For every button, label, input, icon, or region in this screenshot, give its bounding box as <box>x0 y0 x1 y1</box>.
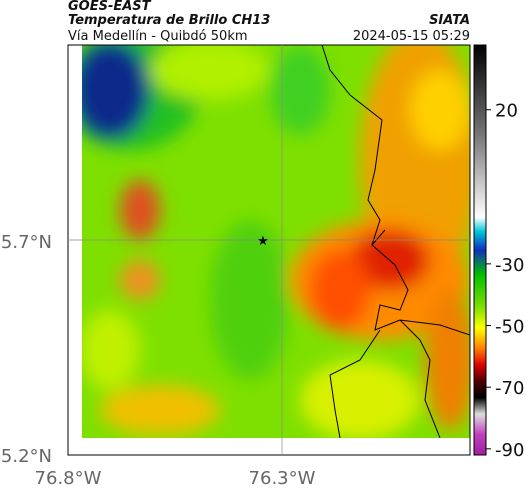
colorbar-tick-label: -50 <box>495 317 524 338</box>
location: Vía Medellín - Quibdó 50km <box>68 29 248 44</box>
source: SIATA <box>429 13 470 28</box>
brightness-temperature-image <box>82 45 470 438</box>
lon-label: 76.8°W <box>35 468 102 489</box>
datetime: 2024-05-15 05:29 <box>353 29 470 44</box>
lon-label: 76.3°W <box>249 468 316 489</box>
subtitle: Temperatura de Brillo CH13 <box>68 13 270 28</box>
colorbar-tick-label: -30 <box>495 255 524 276</box>
colorbar <box>473 44 487 456</box>
map-frame <box>67 44 471 456</box>
border-lines <box>321 45 470 438</box>
lat-label: 5.2°N <box>1 446 52 467</box>
colorbar-ticks: 20 -30 -50 -70 -90 <box>486 101 524 461</box>
colorbar-tick-label: -90 <box>495 440 524 461</box>
colorbar-tick-label: -70 <box>495 378 524 399</box>
title: GOES-EAST <box>68 0 152 14</box>
colorbar-tick-label: 20 <box>495 101 518 122</box>
lat-label: 5.7°N <box>1 232 52 253</box>
city-marker: ★ <box>257 234 269 249</box>
